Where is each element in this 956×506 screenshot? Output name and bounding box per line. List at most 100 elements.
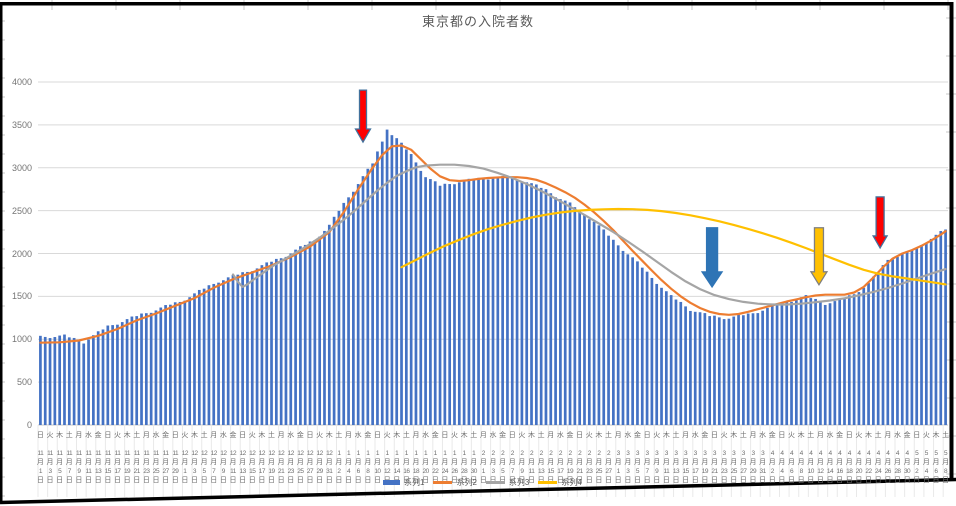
bar-series1 [67,337,71,425]
bar-series1 [602,229,606,425]
x-axis-tick-label: 土 1 月 30 日 [470,432,478,484]
bar-series1 [96,331,100,425]
frame-bottom [0,477,956,505]
bar-series1 [583,214,586,425]
bar-series1 [332,216,336,425]
x-axis-tick-label: 月 1 月 18 日 [412,432,420,484]
bar-series1 [905,251,909,425]
bar-series1 [939,231,943,425]
bar-series1 [636,261,639,425]
bar-series1 [722,319,726,425]
legend-item-series2: 系列2 [433,477,477,488]
x-axis-tick-label: 水 2 月 17 日 [556,432,564,484]
legend-item-series1: 系列1 [383,477,424,488]
x-axis-tick-label: 日 12 月 13 日 [239,432,247,484]
yellow-arrow-icon [809,227,829,287]
bar-series1 [607,235,610,425]
bar-series1 [164,305,167,425]
bar-series1 [82,343,86,425]
bar-series1 [819,301,822,425]
bar-series1 [491,178,495,425]
x-axis-tick-label: 火 12 月 1 日 [181,432,189,484]
legend-label-series1: 系列1 [404,478,425,487]
bar-series1 [756,313,760,425]
bar-series1 [669,295,673,425]
bar-series1 [775,304,779,425]
bar-series1 [173,302,177,425]
bar-series1 [101,329,105,425]
x-axis-tick-label: 木 12 月 17 日 [258,432,266,484]
bar-series1 [188,297,192,425]
x-axis-tick-label: 金 11 月 27 日 [162,432,170,484]
legend-label-series3: 系列3 [508,478,530,487]
x-axis-tick-label: 火 4 月 20 日 [855,432,863,484]
bar-series1 [169,304,172,425]
bar-series1 [183,300,187,425]
bar-series1 [645,271,649,425]
y-axis-tick-label: 1500 [11,291,32,302]
red-arrow-2-icon [871,196,889,250]
bar-series1 [872,276,875,425]
bar-series1 [270,261,273,425]
x-axis-tick-label: 水 11 月 25 日 [152,432,160,484]
bar-series1 [578,209,582,425]
x-axis-tick-label: 木 1 月 28 日 [460,432,468,484]
legend-item-series3: 系列3 [485,477,530,488]
bar-series1 [39,335,42,425]
x-axis-tick-label: 水 4 月 28 日 [893,432,901,484]
bar-series1 [924,243,928,425]
bar-series1 [371,163,374,425]
x-axis-tick-label: 月 4 月 26 日 [884,432,892,484]
bar-series1 [323,230,326,425]
x-axis-tick-label: 木 11 月 19 日 [123,432,131,484]
y-axis-tick-label: 2500 [11,205,32,216]
blue-arrow-icon [700,227,724,289]
bar-series1 [144,313,148,425]
bar-series1 [43,336,47,425]
bar-series1 [650,277,654,425]
bar-series1 [934,234,938,425]
y-axis-tick-label: 0 [26,420,32,430]
bar-series1 [794,299,798,425]
bar-series1 [515,179,519,425]
bar-series1 [279,258,283,425]
bar-series1 [409,154,413,425]
bar-series1 [506,177,509,425]
bar-series1 [929,238,933,425]
x-axis-tick-label: 木 3 月 11 日 [662,432,670,484]
bar-series1 [823,304,827,425]
bar-series1 [626,254,630,425]
bar-series1 [684,306,687,425]
bar-series1 [246,271,249,425]
bar-series1 [303,244,307,425]
bar-series1 [385,129,389,425]
x-axis-tick-label: 金 11 月 13 日 [94,432,102,484]
bar-series1 [231,274,235,425]
legend-swatch-yellow-line-icon [538,481,558,484]
bar-series1 [159,307,163,425]
x-axis-tick-label: 土2月13日 [537,432,545,484]
bar-series1 [308,241,312,425]
bar-series1 [457,182,461,425]
bar-series1 [703,313,707,425]
bar-series1 [404,149,408,426]
bar-series1 [265,262,269,425]
bar-series1 [814,298,817,425]
bar-series1 [631,257,634,425]
bar-series1 [693,311,697,425]
bar-series1 [226,277,230,425]
bar-series1 [785,301,789,425]
bar-series1 [510,177,514,425]
x-axis-tick-label: 水 12 月 23 日 [287,432,295,484]
bar-series1 [896,256,899,425]
